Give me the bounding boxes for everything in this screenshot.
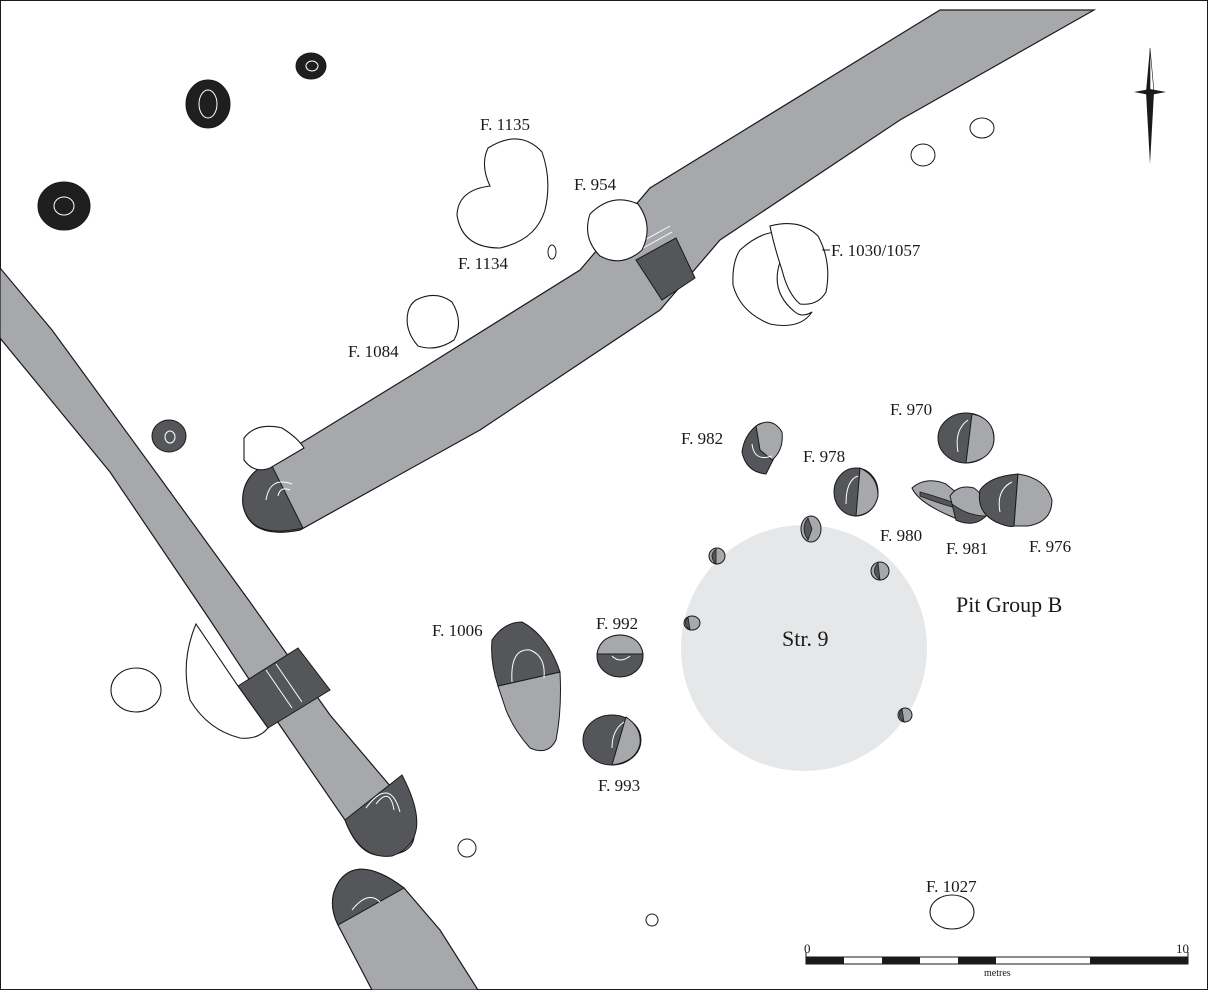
label-f1006: F. 1006 [432,621,483,640]
label-f980: F. 980 [880,526,922,545]
feature-981-section [951,503,987,524]
section-lines [265,663,303,709]
terminal-lines [265,481,293,501]
section-lines [511,649,545,683]
scale-bar [805,952,1189,965]
scale-end-label: 10 [1176,941,1189,956]
feature-1006-fill [497,671,561,752]
feature-posthole-section [899,708,905,723]
ditch-northeast-section [635,237,696,301]
feature-976-dark [978,473,1019,527]
scale-unit-label: metres [984,968,1011,979]
feature-cut [185,622,269,739]
label-f993: F. 993 [598,776,640,795]
feature-posthole-section [711,548,717,565]
feature-dark-pit [295,52,327,80]
feature-pit [110,667,162,713]
label-f1084: F. 1084 [348,342,399,361]
north-arrow-icon [1134,47,1166,164]
label-f982: F. 982 [681,429,723,448]
feature-posthole [969,117,995,139]
feature-993-fill [611,716,641,766]
feature-posthole-dark [151,419,187,453]
feature-1135 [456,138,549,249]
feature-dark-pit-ring [53,196,75,216]
feature-1027 [929,894,975,930]
label-f976: F. 976 [1029,537,1071,556]
feature-954 [587,199,648,262]
feature-976-fill [1013,473,1053,527]
feature-dark-pit [37,181,91,231]
label-f1030-1057: F. 1030/1057 [831,241,921,260]
label-f992: F. 992 [596,614,638,633]
label-f978: F. 978 [803,447,845,466]
feature-dark-pit [185,79,231,129]
structure-9-circle [681,525,927,771]
terminal-lines [351,897,381,911]
section-lines [998,481,1013,513]
feature-970-fill [965,413,995,464]
feature-posthole [645,913,659,927]
feature-1084 [406,294,460,349]
label-f954: F. 954 [574,175,617,194]
feature-posthole-sectioned [708,547,726,565]
label-f970: F. 970 [890,400,932,419]
feature-1134 [547,244,557,260]
feature-978-fill [855,467,879,517]
feature-1006-dark [491,621,561,687]
feature-1057 [769,223,829,305]
ditch-northeast-terminal [242,461,304,532]
feature-992-fill [596,634,644,655]
feature-posthole-section [685,616,691,631]
label-structure-9: Str. 9 [782,626,828,651]
label-f1134: F. 1134 [458,254,508,273]
label-f1027: F. 1027 [926,877,977,896]
section-lines [611,721,625,749]
section-lines [956,419,969,453]
feature-posthole-ring [164,430,176,444]
scale-start-label: 0 [804,941,811,956]
ditch-west-terminal [344,774,418,857]
feature-dark-pit-ring [198,89,218,119]
section-lines [845,475,859,505]
label-pit-group-b: Pit Group B [956,592,1062,617]
feature-cut [243,425,305,471]
ditch-south-terminal [332,868,405,926]
label-f981: F. 981 [946,539,988,558]
feature-posthole [910,143,936,167]
section-lines [751,443,773,458]
label-f1135: F. 1135 [480,115,530,134]
feature-posthole [457,838,477,858]
feature-posthole-section [874,562,881,581]
terminal-lines [365,792,401,813]
feature-dark-pit-ring [305,60,319,72]
feature-posthole-section [803,517,813,541]
section-lines [611,655,631,661]
feature-982-fill [755,421,783,461]
